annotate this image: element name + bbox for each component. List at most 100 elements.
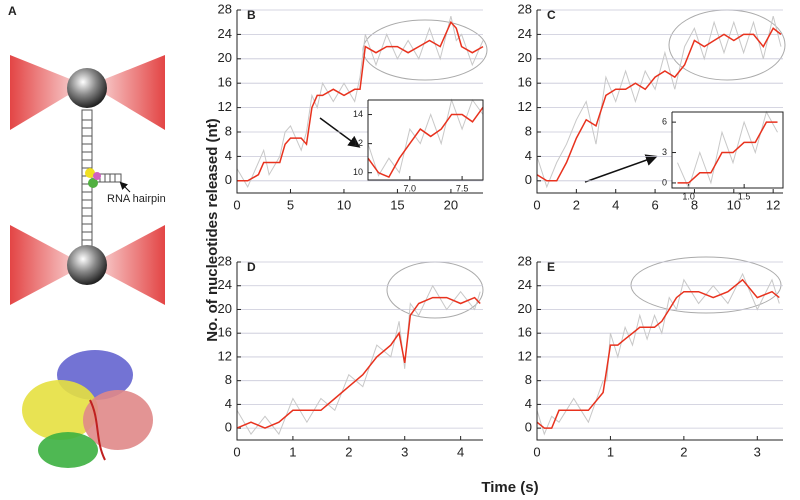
y-tick-label: 20	[218, 50, 232, 65]
y-tick-label: 12	[518, 99, 532, 114]
y-tick-label: 0	[225, 172, 232, 187]
y-tick-label: 20	[518, 50, 532, 65]
y-tick-label: 4	[525, 396, 532, 411]
y-tick-label: 8	[525, 123, 532, 138]
x-tick-label: 12	[766, 197, 780, 212]
laser-cone	[90, 55, 165, 130]
axis-frame	[536, 262, 783, 441]
x-tick-label: 2	[573, 197, 580, 212]
x-tick-label: 8	[691, 197, 698, 212]
x-tick-label: 3	[754, 444, 761, 459]
y-tick-label: 28	[518, 253, 532, 268]
y-tick-label: 20	[518, 301, 532, 316]
chart-panel: 10 12 14 7.0 7.5	[353, 98, 484, 193]
x-tick-label: 3	[401, 444, 408, 459]
panel-label: B	[247, 8, 256, 22]
axis-frame	[236, 262, 483, 441]
highlight-ellipse	[630, 256, 782, 314]
y-tick-label: 12	[218, 348, 232, 363]
y-tick-label: 4	[225, 396, 232, 411]
protein-dot	[88, 178, 98, 188]
y-tick-label: 14	[353, 109, 363, 119]
y-tick-label: 0	[525, 172, 532, 187]
chart-panel: 0 4 8 12 16 20 24 28 0 5 10 15 20 B	[218, 1, 484, 212]
x-tick-label: 10	[727, 197, 741, 212]
y-tick-label: 4	[225, 148, 232, 163]
panel-label: E	[547, 260, 555, 274]
data-line	[536, 15, 782, 189]
x-axis-label: Time (s)	[481, 479, 538, 496]
laser-cone	[10, 55, 85, 130]
arrow	[119, 181, 131, 193]
y-tick-label: 24	[218, 277, 232, 292]
data-line	[677, 121, 778, 184]
y-tick-label: 3	[662, 147, 667, 157]
y-tick-label: 6	[662, 117, 667, 127]
x-tick-label: 0	[533, 444, 540, 459]
x-tick-label: 5	[287, 197, 294, 212]
y-tick-label: 20	[218, 301, 232, 316]
panel-label: C	[547, 8, 556, 22]
data-line	[367, 98, 484, 177]
x-tick-label: 0	[533, 197, 540, 212]
y-tick-label: 28	[518, 1, 532, 16]
y-tick-label: 16	[218, 325, 232, 340]
y-tick-label: 24	[518, 277, 532, 292]
x-tick-label: 7.5	[456, 183, 469, 193]
laser-cone	[90, 225, 165, 305]
y-tick-label: 4	[525, 148, 532, 163]
inset-background	[368, 100, 483, 180]
highlight-ellipse	[668, 9, 786, 81]
y-tick-label: 0	[525, 420, 532, 435]
y-tick-label: 10	[353, 167, 363, 177]
y-tick-label: 24	[218, 26, 232, 41]
x-tick-label: 0	[233, 197, 240, 212]
protein-dot	[85, 168, 95, 178]
data-line	[237, 20, 484, 182]
x-tick-label: 1.0	[682, 191, 695, 201]
axis-frame	[236, 10, 483, 194]
arrow	[584, 154, 658, 183]
y-tick-label: 24	[518, 26, 532, 41]
x-tick-label: 10	[337, 197, 351, 212]
y-tick-label: 28	[218, 253, 232, 268]
panel-label: A	[8, 4, 17, 18]
data-line	[367, 106, 484, 179]
panel-label: D	[247, 260, 256, 274]
bead	[67, 245, 107, 285]
protein-structure	[22, 350, 153, 468]
y-tick-label: 8	[525, 372, 532, 387]
x-tick-label: 4	[612, 197, 619, 212]
protein-dot	[93, 172, 101, 180]
data-line	[236, 296, 481, 429]
y-tick-label: 0	[662, 177, 667, 187]
y-tick-label: 8	[225, 372, 232, 387]
y-tick-label: 12	[218, 99, 232, 114]
x-tick-label: 2	[680, 444, 687, 459]
x-tick-label: 15	[390, 197, 404, 212]
x-tick-label: 7.0	[404, 183, 417, 193]
y-tick-label: 16	[518, 325, 532, 340]
data-line	[536, 27, 782, 182]
x-tick-label: 4	[457, 444, 464, 459]
annotation: RNA hairpin	[107, 193, 166, 205]
bead	[67, 68, 107, 108]
y-tick-label: 0	[225, 420, 232, 435]
axis-frame	[671, 111, 784, 189]
y-tick-label: 28	[218, 1, 232, 16]
y-tick-label: 16	[518, 75, 532, 90]
y-tick-label: 16	[218, 75, 232, 90]
panel-a: A RNA hairpin	[8, 4, 166, 468]
x-tick-label: 1	[289, 444, 296, 459]
axis-frame	[536, 10, 783, 194]
chart-panel: 0 3 6 1.0 1.5	[662, 110, 784, 201]
x-tick-label: 20	[444, 197, 458, 212]
data-line	[236, 284, 481, 436]
y-tick-label: 8	[225, 123, 232, 138]
axis-frame	[367, 99, 484, 181]
laser-cone	[10, 225, 85, 305]
